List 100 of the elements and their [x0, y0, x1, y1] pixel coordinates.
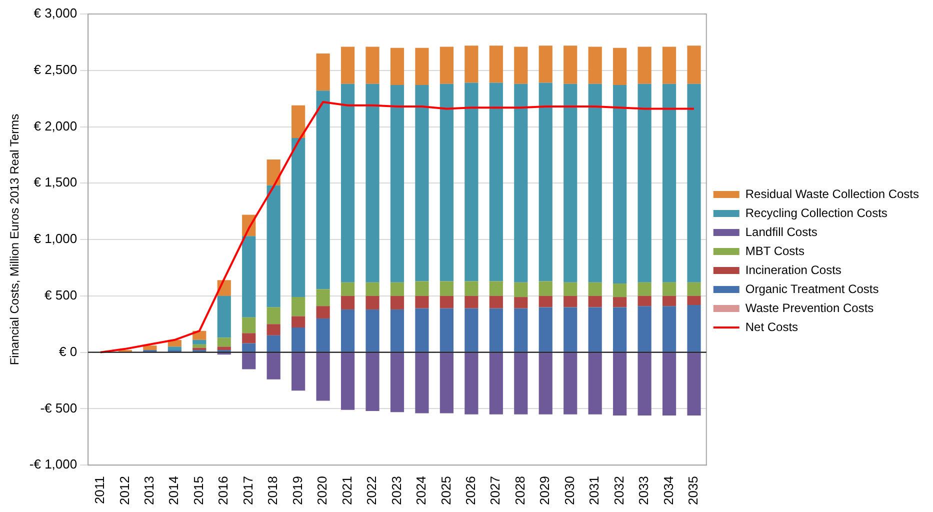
bar: [168, 346, 182, 350]
bar: [192, 340, 206, 344]
x-tick-label: 2016: [216, 476, 231, 505]
bar: [390, 296, 404, 310]
bar: [390, 85, 404, 282]
bar: [390, 282, 404, 296]
bar: [242, 236, 256, 318]
bar: [538, 82, 552, 282]
bar: [366, 296, 380, 310]
bar: [613, 307, 627, 352]
bar: [143, 346, 157, 350]
bar: [316, 306, 330, 318]
bar: [638, 282, 652, 296]
bar: [662, 352, 676, 416]
bar: [242, 343, 256, 352]
bar: [340, 282, 355, 296]
x-tick-label: 2011: [92, 476, 108, 504]
bar: [687, 46, 701, 84]
y-tick-label: € 0: [59, 344, 78, 359]
bar: [217, 346, 231, 350]
bar: [292, 105, 306, 138]
y-tick-label: € 1,000: [34, 231, 78, 246]
bar: [613, 297, 627, 308]
bar: [538, 307, 552, 352]
bar: [340, 352, 355, 410]
bar: [638, 306, 652, 352]
bar: [588, 307, 602, 352]
bar: [415, 281, 429, 296]
bar: [366, 352, 380, 411]
bar: [266, 159, 280, 186]
y-tick-label: € 1,500: [34, 174, 78, 190]
bar: [489, 352, 503, 414]
bar: [564, 46, 578, 84]
bar: [662, 296, 676, 306]
bar: [638, 46, 652, 84]
x-tick-label: 2013: [142, 476, 157, 505]
bar: [662, 84, 676, 282]
legend-label: Incineration Costs: [745, 262, 842, 277]
bar: [292, 138, 306, 298]
bar: [292, 352, 306, 391]
bar: [440, 308, 454, 352]
bar: [415, 352, 429, 414]
bar: [638, 352, 652, 416]
x-tick-label: 2014: [166, 476, 182, 505]
bar: [613, 85, 627, 284]
bar: [564, 352, 578, 414]
x-tick-label: 2035: [686, 476, 701, 505]
x-tick-label: 2029: [537, 476, 552, 505]
bar: [613, 352, 627, 416]
bar: [390, 309, 404, 352]
bar: [464, 308, 478, 352]
x-tick-label: 2031: [586, 476, 602, 505]
bar: [514, 297, 528, 308]
bar: [662, 282, 676, 296]
x-tick-label: 2028: [512, 476, 528, 505]
bar: [687, 352, 701, 416]
x-tick-label: 2020: [314, 476, 330, 505]
bar: [316, 289, 330, 306]
bar: [489, 281, 503, 296]
bar: [340, 309, 355, 352]
bar: [266, 352, 280, 380]
bar: [588, 84, 602, 282]
bar: [514, 308, 528, 352]
bar: [564, 282, 578, 296]
bar: [440, 352, 454, 414]
bar: [687, 84, 701, 282]
bar: [687, 282, 701, 296]
bar: [340, 46, 355, 84]
bar: [217, 296, 231, 338]
bar: [440, 46, 454, 84]
x-tick-label: 2022: [364, 476, 380, 505]
bar: [662, 306, 676, 352]
y-tick-label: € 2,500: [34, 62, 78, 77]
bar: [588, 296, 602, 308]
bar: [340, 84, 355, 282]
bar: [217, 338, 231, 347]
bar: [292, 316, 306, 328]
bar: [564, 296, 578, 308]
bar: [514, 46, 528, 84]
legend-label: Net Costs: [745, 320, 798, 334]
bar: [464, 281, 478, 296]
bar: [464, 352, 478, 414]
bar: [687, 296, 701, 305]
x-tick-label: 2032: [611, 476, 626, 505]
bar: [266, 307, 280, 324]
x-tick-label: 2026: [463, 476, 478, 505]
bar: [266, 185, 280, 308]
bar: [489, 82, 503, 282]
bar: [662, 46, 676, 84]
bar: [638, 84, 652, 282]
bar: [638, 296, 652, 306]
y-tick-label: € 2,000: [34, 118, 78, 134]
bar: [538, 46, 552, 83]
bar: [440, 281, 454, 296]
bar: [266, 335, 280, 352]
bar: [192, 344, 206, 348]
bar: [514, 84, 528, 282]
x-tick-label: 2019: [290, 476, 305, 505]
bar: [366, 46, 380, 84]
bar: [514, 352, 528, 414]
